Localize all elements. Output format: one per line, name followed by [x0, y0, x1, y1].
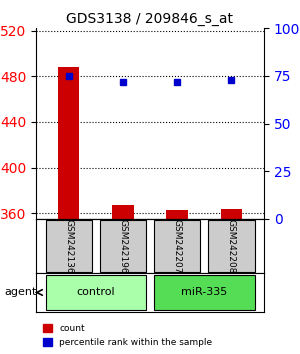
Text: miR-335: miR-335	[181, 287, 227, 297]
Text: GSM242196: GSM242196	[118, 219, 127, 274]
FancyBboxPatch shape	[46, 275, 146, 310]
FancyBboxPatch shape	[154, 220, 200, 272]
FancyBboxPatch shape	[154, 275, 254, 310]
Bar	[112, 205, 134, 219]
Text: GSM242208: GSM242208	[227, 219, 236, 273]
Legend: count, percentile rank within the sample: count, percentile rank within the sample	[40, 321, 215, 349]
Bar	[220, 209, 242, 219]
FancyBboxPatch shape	[100, 220, 146, 272]
Bar	[166, 210, 188, 219]
Text: GSM242136: GSM242136	[64, 219, 73, 274]
FancyBboxPatch shape	[46, 220, 92, 272]
Text: GSM242207: GSM242207	[172, 219, 182, 273]
Bar	[58, 67, 80, 219]
Title: GDS3138 / 209846_s_at: GDS3138 / 209846_s_at	[67, 12, 233, 26]
FancyBboxPatch shape	[208, 220, 254, 272]
Text: control: control	[76, 287, 115, 297]
Text: agent: agent	[5, 287, 37, 297]
